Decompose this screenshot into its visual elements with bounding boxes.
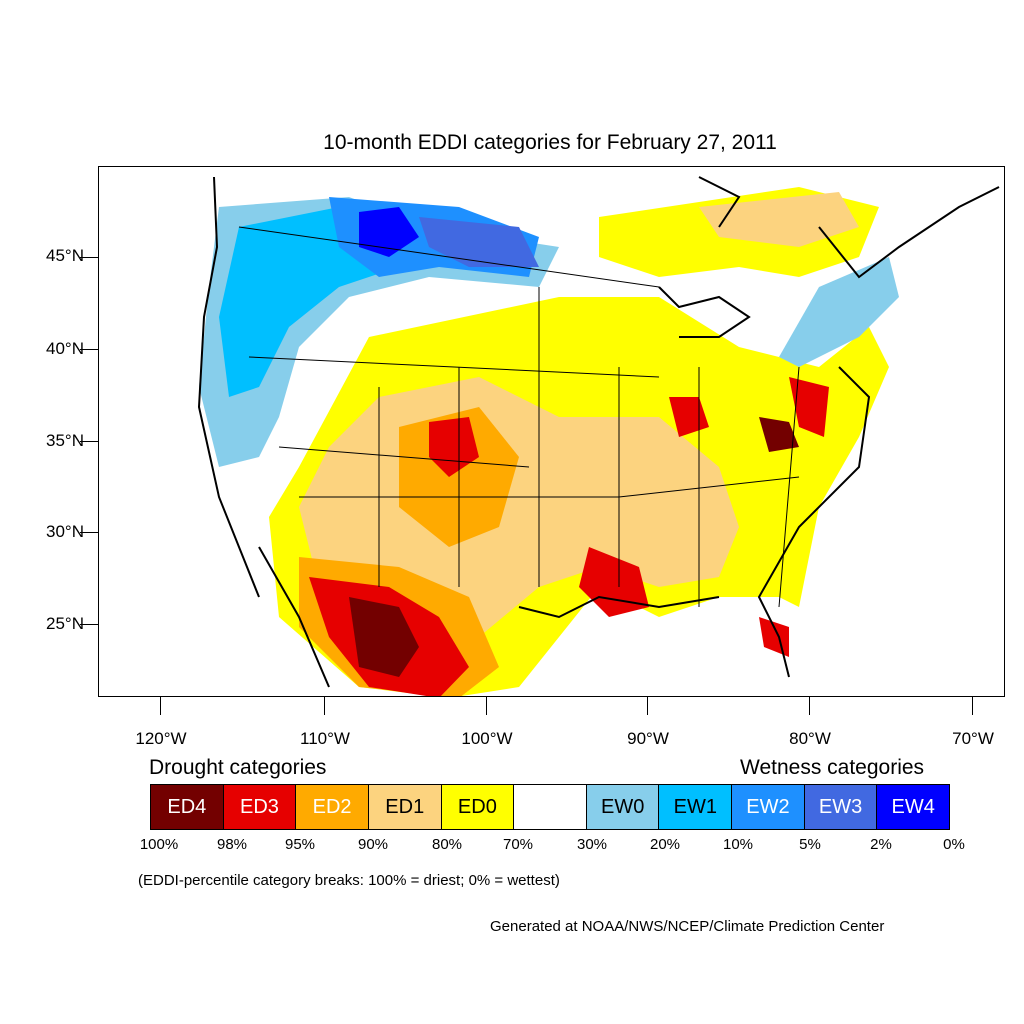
pct-break: 90%: [357, 836, 389, 853]
legend-box-ed1: ED1: [368, 785, 442, 829]
southeast-ed3: [579, 547, 649, 617]
lon-tick: [324, 697, 325, 715]
lat-label-30: 30°N: [46, 522, 84, 541]
legend-box-ed4: ED4: [151, 785, 224, 829]
lon-tick: [486, 697, 487, 715]
canada-dry-1: [699, 192, 859, 247]
mexico-ed4: [349, 597, 419, 677]
borders: [238, 226, 800, 608]
legend-box-ed0: ED0: [441, 785, 515, 829]
lat-label-35: 35°N: [46, 431, 84, 450]
lat-tick: [80, 624, 98, 625]
legend-box-ew2: EW2: [732, 785, 805, 829]
lat-label-25: 25°N: [46, 614, 84, 633]
pct-break: 0%: [943, 836, 965, 853]
lat-tick: [80, 349, 98, 350]
legend-colorbar: ED4 ED3 ED2 ED1 ED0 EW0 EW1 EW2 EW3 EW4: [150, 784, 950, 830]
pct-break: 70%: [502, 836, 534, 853]
pct-break: 100%: [139, 836, 179, 853]
pct-break: 80%: [431, 836, 463, 853]
wetness-heading: Wetness categories: [740, 756, 925, 779]
pct-break: 98%: [216, 836, 248, 853]
montana-wet-3: [419, 217, 539, 267]
lon-label-70w: 70°W: [952, 729, 994, 748]
legend-box-ed2: ED2: [296, 785, 369, 829]
lon-tick: [972, 697, 973, 715]
lon-label-80w: 80°W: [789, 729, 831, 748]
drought-heading: Drought categories: [149, 756, 327, 779]
legend-box-neutral: [514, 785, 587, 829]
pct-break: 95%: [284, 836, 316, 853]
mid-atlantic-ed3: [789, 377, 829, 437]
map-frame: [98, 166, 1005, 697]
northeast-wet: [779, 257, 899, 367]
lat-label-40: 40°N: [46, 339, 84, 358]
map-title: 10-month EDDI categories for February 27…: [323, 131, 777, 154]
legend-box-ew1: EW1: [659, 785, 733, 829]
legend-box-ew3: EW3: [804, 785, 878, 829]
lat-tick: [80, 257, 98, 258]
pct-break: 2%: [870, 836, 892, 853]
legend-box-ew0: EW0: [586, 785, 660, 829]
lon-label-100w: 100°W: [461, 729, 513, 748]
lat-tick: [80, 532, 98, 533]
lon-tick: [160, 697, 161, 715]
lat-label-45: 45°N: [46, 246, 84, 265]
legend-box-ed3: ED3: [223, 785, 297, 829]
pct-break: 5%: [799, 836, 821, 853]
lon-label-90w: 90°W: [627, 729, 669, 748]
virginia-ed4: [759, 417, 799, 452]
pct-break: 30%: [576, 836, 608, 853]
lon-label-120w: 120°W: [135, 729, 187, 748]
lon-tick: [809, 697, 810, 715]
legend-box-ew4: EW4: [877, 785, 950, 829]
breaks-note: (EDDI-percentile category breaks: 100% =…: [138, 872, 560, 889]
pct-break: 10%: [722, 836, 754, 853]
lon-tick: [647, 697, 648, 715]
pct-break: 20%: [649, 836, 681, 853]
eddi-map: [197, 176, 1000, 696]
lat-tick: [80, 441, 98, 442]
coastlines: [197, 176, 1000, 688]
lon-label-110w: 110°W: [300, 729, 350, 748]
credit-line: Generated at NOAA/NWS/NCEP/Climate Predi…: [490, 918, 885, 935]
montana-wet-dark: [359, 207, 419, 257]
